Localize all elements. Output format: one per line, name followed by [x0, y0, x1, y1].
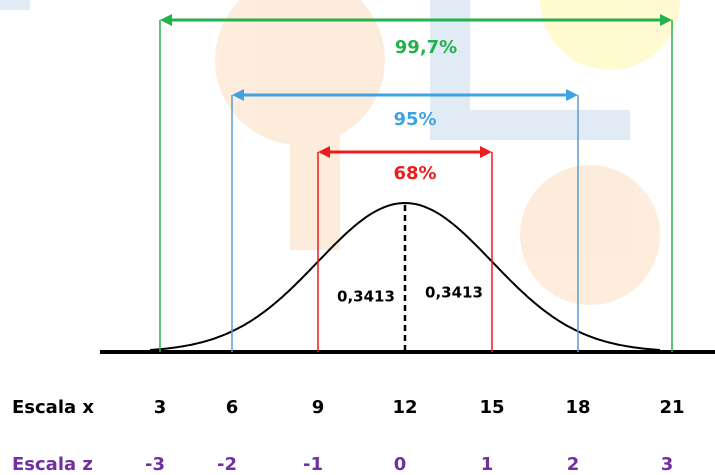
scale-z-value: 0	[394, 454, 407, 475]
scale-x-value: 12	[392, 397, 417, 418]
scale-z-value: -1	[303, 454, 323, 475]
scale-x-value: 6	[226, 397, 239, 418]
normal-curve	[149, 201, 661, 351]
scale-z-value: -2	[217, 454, 237, 475]
bracket-label: 95%	[393, 109, 436, 130]
scale-z-value: 1	[481, 454, 494, 475]
scale-x-value: 21	[659, 397, 684, 418]
scale-z-value: 2	[567, 454, 580, 475]
scale-z-value: -3	[145, 454, 165, 475]
watermark	[0, 0, 680, 305]
arrow-head	[232, 89, 244, 101]
scale-x-value: 3	[154, 397, 167, 418]
bracket-label: 68%	[393, 163, 436, 184]
arrow-head	[318, 146, 330, 158]
scale-x-value: 18	[565, 397, 590, 418]
scale-z-label: Escala z	[12, 454, 93, 475]
half-area: 0,3413	[337, 288, 395, 306]
scale-x-value: 15	[479, 397, 504, 418]
scale-z-value: 3	[661, 454, 674, 475]
arrow-head	[480, 146, 492, 158]
arrow-head	[660, 14, 672, 26]
bracket-label: 99,7%	[395, 37, 457, 58]
scale-x-label: Escala x	[12, 397, 94, 418]
scale-x-value: 9	[312, 397, 325, 418]
half-area: 0,3413	[425, 284, 483, 302]
arrow-head	[160, 14, 172, 26]
arrow-head	[566, 89, 578, 101]
